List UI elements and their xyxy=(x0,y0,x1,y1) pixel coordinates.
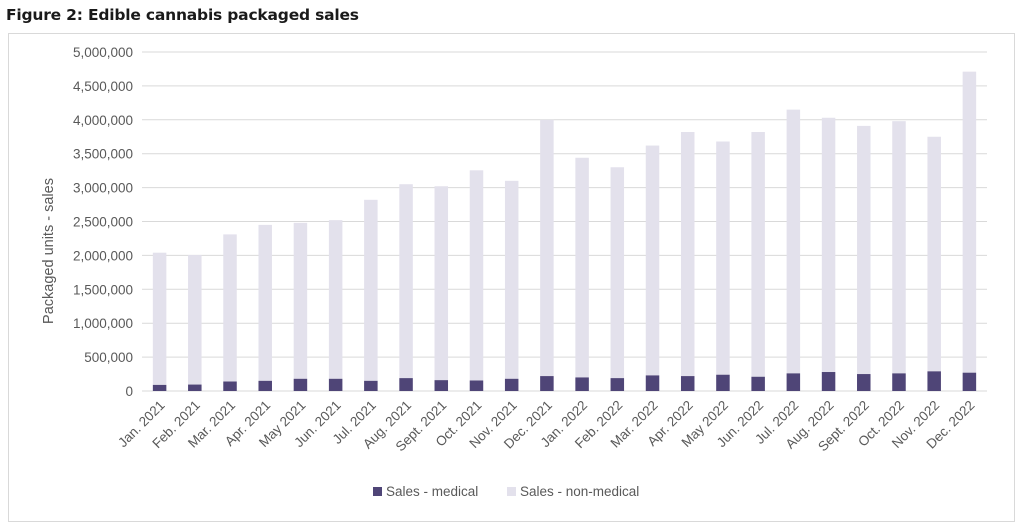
y-tick-label: 4,500,000 xyxy=(73,79,133,94)
figure-title: Figure 2: Edible cannabis packaged sales xyxy=(6,6,359,24)
chart-frame: 0 500,000 1,000,000 1,500,000 2,000,000 2,500… xyxy=(8,33,1015,522)
bar-medical xyxy=(258,380,272,391)
y-tick-label: 2,000,000 xyxy=(73,248,133,263)
bar-medical xyxy=(575,377,589,391)
bar-medical xyxy=(540,376,554,391)
bar-medical xyxy=(645,375,660,391)
bar-non-medical xyxy=(328,220,343,379)
bar-non-medical xyxy=(540,119,554,377)
y-axis-ticks: 0 500,000 1,000,000 1,500,000 2,000,000 2,500… xyxy=(73,45,133,399)
bar-medical xyxy=(152,384,167,391)
y-tick-label: 0 xyxy=(125,384,133,399)
gridlines xyxy=(142,51,987,392)
bar-chart: 0 500,000 1,000,000 1,500,000 2,000,000 2,500… xyxy=(41,45,987,499)
bar-non-medical xyxy=(152,252,167,385)
bar-medical xyxy=(962,372,977,391)
bar-non-medical xyxy=(610,167,625,379)
bar-non-medical xyxy=(821,117,836,373)
bar-non-medical xyxy=(751,132,765,377)
bar-medical xyxy=(328,378,343,391)
bar-non-medical xyxy=(892,121,906,374)
legend-swatch-non-medical xyxy=(507,487,516,496)
legend-label-medical: Sales - medical xyxy=(386,484,478,499)
bar-medical xyxy=(223,381,237,391)
legend-swatch-medical xyxy=(373,487,382,496)
bar-non-medical xyxy=(399,184,413,379)
bars xyxy=(152,71,977,391)
bar-medical xyxy=(293,378,308,391)
bar-medical xyxy=(504,378,519,391)
bar-medical xyxy=(786,373,801,391)
bar-medical xyxy=(892,373,906,391)
bar-medical xyxy=(716,374,730,391)
y-tick-label: 1,500,000 xyxy=(73,282,133,297)
bar-non-medical xyxy=(434,186,449,381)
bar-medical xyxy=(680,376,695,391)
bar-non-medical xyxy=(504,180,519,379)
y-axis-label: Packaged units - sales xyxy=(41,178,57,324)
bar-non-medical xyxy=(645,145,660,376)
legend: Sales - medical Sales - non-medical xyxy=(373,484,639,499)
bar-medical xyxy=(364,380,378,391)
bar-non-medical xyxy=(927,136,941,372)
bar-non-medical xyxy=(258,224,272,381)
bar-medical xyxy=(751,376,765,391)
legend-label-non-medical: Sales - non-medical xyxy=(520,484,639,499)
bar-medical xyxy=(927,371,941,391)
y-tick-label: 500,000 xyxy=(84,350,133,365)
bar-non-medical xyxy=(364,199,378,381)
bar-non-medical xyxy=(857,125,871,375)
bar-non-medical xyxy=(680,132,695,377)
bar-non-medical xyxy=(962,71,977,373)
bar-non-medical xyxy=(188,255,202,385)
bar-non-medical xyxy=(469,170,484,381)
bar-non-medical xyxy=(223,234,237,382)
bar-medical xyxy=(857,374,871,391)
bar-medical xyxy=(821,372,836,391)
y-tick-label: 4,000,000 xyxy=(73,113,133,128)
bar-non-medical xyxy=(786,109,801,374)
bar-non-medical xyxy=(575,157,589,378)
y-tick-label: 3,000,000 xyxy=(73,181,133,196)
y-tick-label: 3,500,000 xyxy=(73,147,133,162)
bar-non-medical xyxy=(293,222,308,379)
bar-non-medical xyxy=(716,141,730,375)
bar-medical xyxy=(610,378,625,391)
bar-medical xyxy=(188,384,202,391)
y-tick-label: 5,000,000 xyxy=(73,45,133,60)
bar-medical xyxy=(434,380,449,391)
y-tick-label: 1,000,000 xyxy=(73,316,133,331)
bar-medical xyxy=(399,378,413,391)
bar-medical xyxy=(469,380,484,391)
y-tick-label: 2,500,000 xyxy=(73,215,133,230)
